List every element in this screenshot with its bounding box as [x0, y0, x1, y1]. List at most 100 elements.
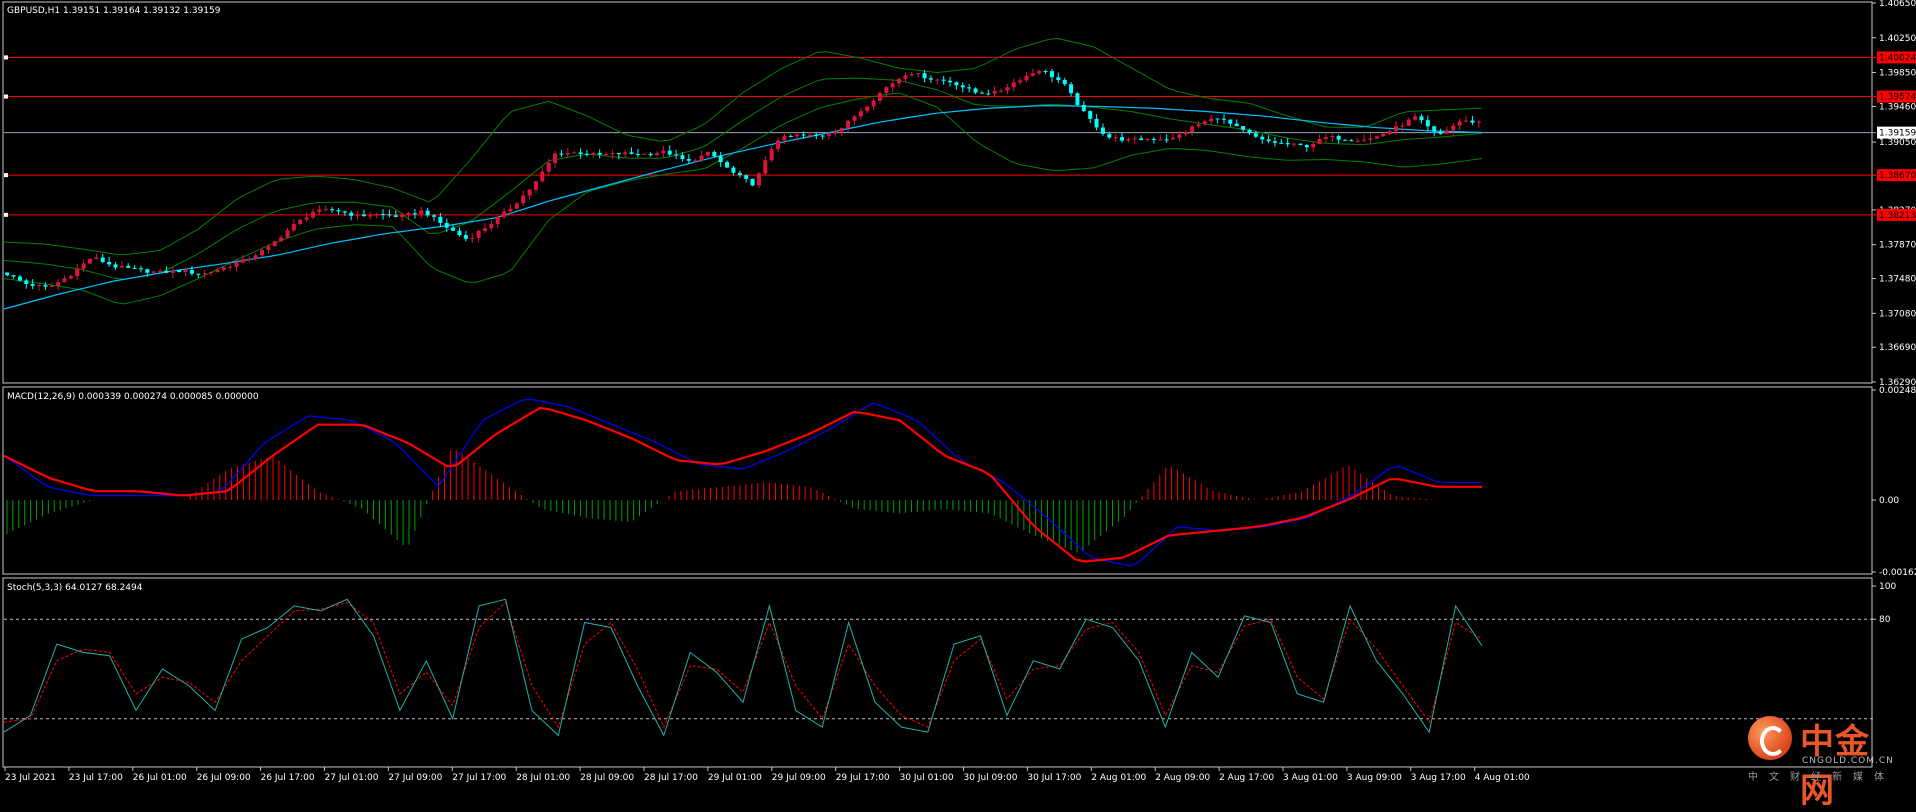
- candle-bear: [126, 265, 131, 268]
- candle-bear: [814, 134, 819, 136]
- candle-bull: [769, 149, 774, 161]
- candle-bull: [693, 160, 698, 162]
- candle-bear: [718, 156, 723, 163]
- candle-bull: [502, 211, 507, 217]
- price-axis-label: 1.37870: [1879, 241, 1916, 251]
- chart-background: [0, 0, 1916, 788]
- candle-bear: [1228, 119, 1233, 124]
- candle-bull: [1158, 139, 1163, 141]
- time-axis-label: 3 Aug 17:00: [1411, 773, 1466, 783]
- candle-bull: [1011, 82, 1016, 88]
- candle-bear: [648, 153, 653, 156]
- candle-bear: [1139, 138, 1144, 141]
- candle-bear: [444, 222, 449, 228]
- candle-bull: [317, 209, 322, 212]
- watermark-tagline: 中文财经新媒体: [1748, 772, 1895, 783]
- candle-bull: [1368, 138, 1373, 140]
- candle-bear: [100, 257, 105, 262]
- candle-bear: [979, 92, 984, 94]
- candle-bull: [1330, 135, 1335, 138]
- candle-bear: [457, 230, 462, 236]
- candle-bear: [361, 214, 366, 217]
- price-axis-label: 1.36290: [1879, 378, 1916, 388]
- candle-bull: [999, 90, 1004, 92]
- candle-bull: [1374, 136, 1379, 139]
- candle-bear: [24, 280, 29, 284]
- candle-bull: [279, 237, 284, 242]
- candle-bear: [1336, 135, 1341, 140]
- candle-bear: [1425, 120, 1430, 127]
- macd-axis-label: 0.002483: [1879, 386, 1916, 396]
- candle-bull: [610, 152, 615, 155]
- level-price-label: 1.39574: [1879, 93, 1916, 103]
- candle-bear: [43, 285, 48, 287]
- candle-bear: [1120, 137, 1125, 141]
- candle-bull: [1393, 126, 1398, 132]
- candle-bear: [1470, 120, 1475, 123]
- macd-axis-label: 0.00: [1879, 496, 1899, 506]
- candle-bull: [884, 87, 889, 93]
- watermark-url: CNGOLD.COM.CN: [1802, 756, 1894, 766]
- stoch-axis-label: 100: [1879, 582, 1896, 592]
- candle-bull: [1030, 73, 1035, 76]
- macd-panel-frame: [2, 386, 1873, 575]
- candle-bull: [858, 111, 863, 117]
- price-axis-label: 1.39460: [1879, 102, 1916, 112]
- candle-bear: [1260, 136, 1265, 140]
- candle-bull: [992, 90, 997, 94]
- candle-bull: [310, 211, 315, 218]
- candle-bull: [1005, 87, 1010, 91]
- candle-bull: [1196, 124, 1201, 127]
- candle-bull: [1451, 125, 1456, 131]
- level-anchor-marker: [4, 173, 8, 178]
- candle-bull: [228, 266, 233, 268]
- time-axis-label: 28 Jul 01:00: [516, 773, 570, 783]
- candle-bear: [1241, 126, 1246, 130]
- candle-bull: [521, 195, 526, 204]
- candle-bull: [935, 79, 940, 81]
- macd-signal-line: [3, 406, 1482, 563]
- candle-bear: [635, 153, 640, 155]
- macd-header-label: MACD(12,26,9) 0.000339 0.000274 0.000085…: [7, 392, 259, 402]
- trading-chart[interactable]: 1.40650 1.40250 1.39850 1.39460 1.39050 1.386…: [0, 0, 1916, 788]
- candle-bull: [839, 127, 844, 132]
- candle-bear: [113, 264, 118, 268]
- price-axis-label: 1.37480: [1879, 275, 1916, 285]
- candle-bull: [756, 173, 761, 186]
- candle-bear: [336, 210, 341, 212]
- price-axis-label: 1.40250: [1879, 34, 1916, 44]
- candle-bull: [807, 134, 812, 136]
- candle-bear: [330, 209, 335, 211]
- candle-bear: [948, 80, 953, 83]
- cngold-watermark: 中金网 CNGOLD.COM.CN 中文财经新媒体: [1742, 710, 1902, 811]
- candle-bear: [1343, 139, 1348, 141]
- candle-bear: [578, 152, 583, 155]
- candle-bear: [1151, 138, 1156, 140]
- candle-bull: [285, 230, 290, 238]
- candle-bear: [164, 270, 169, 273]
- candle-bull: [1177, 134, 1182, 138]
- candle-bull: [1317, 138, 1322, 144]
- candle-bull: [642, 153, 647, 155]
- candle-bear: [132, 267, 137, 269]
- candle-bear: [463, 235, 468, 239]
- candle-bull: [1311, 143, 1316, 148]
- candle-bear: [928, 78, 933, 80]
- candle-bear: [5, 272, 10, 276]
- candle-bull: [827, 133, 832, 136]
- candle-bull: [68, 276, 73, 279]
- time-axis: 23 Jul 2021 23 Jul 17:00 26 Jul 01:00 26 Ju…: [4, 767, 1530, 783]
- candle-bull: [705, 151, 710, 156]
- candle-bear: [559, 153, 564, 155]
- candle-bear: [731, 167, 736, 173]
- candle-bear: [1266, 139, 1271, 142]
- candle-bear: [680, 155, 685, 160]
- candle-bear: [1432, 126, 1437, 132]
- candle-bear: [967, 87, 972, 89]
- current-price-tag: [1877, 126, 1916, 139]
- candle-bull: [1037, 71, 1042, 74]
- candle-bear: [737, 172, 742, 176]
- candle-bull: [119, 265, 124, 268]
- candle-bull: [240, 259, 245, 263]
- candle-bull: [833, 131, 838, 134]
